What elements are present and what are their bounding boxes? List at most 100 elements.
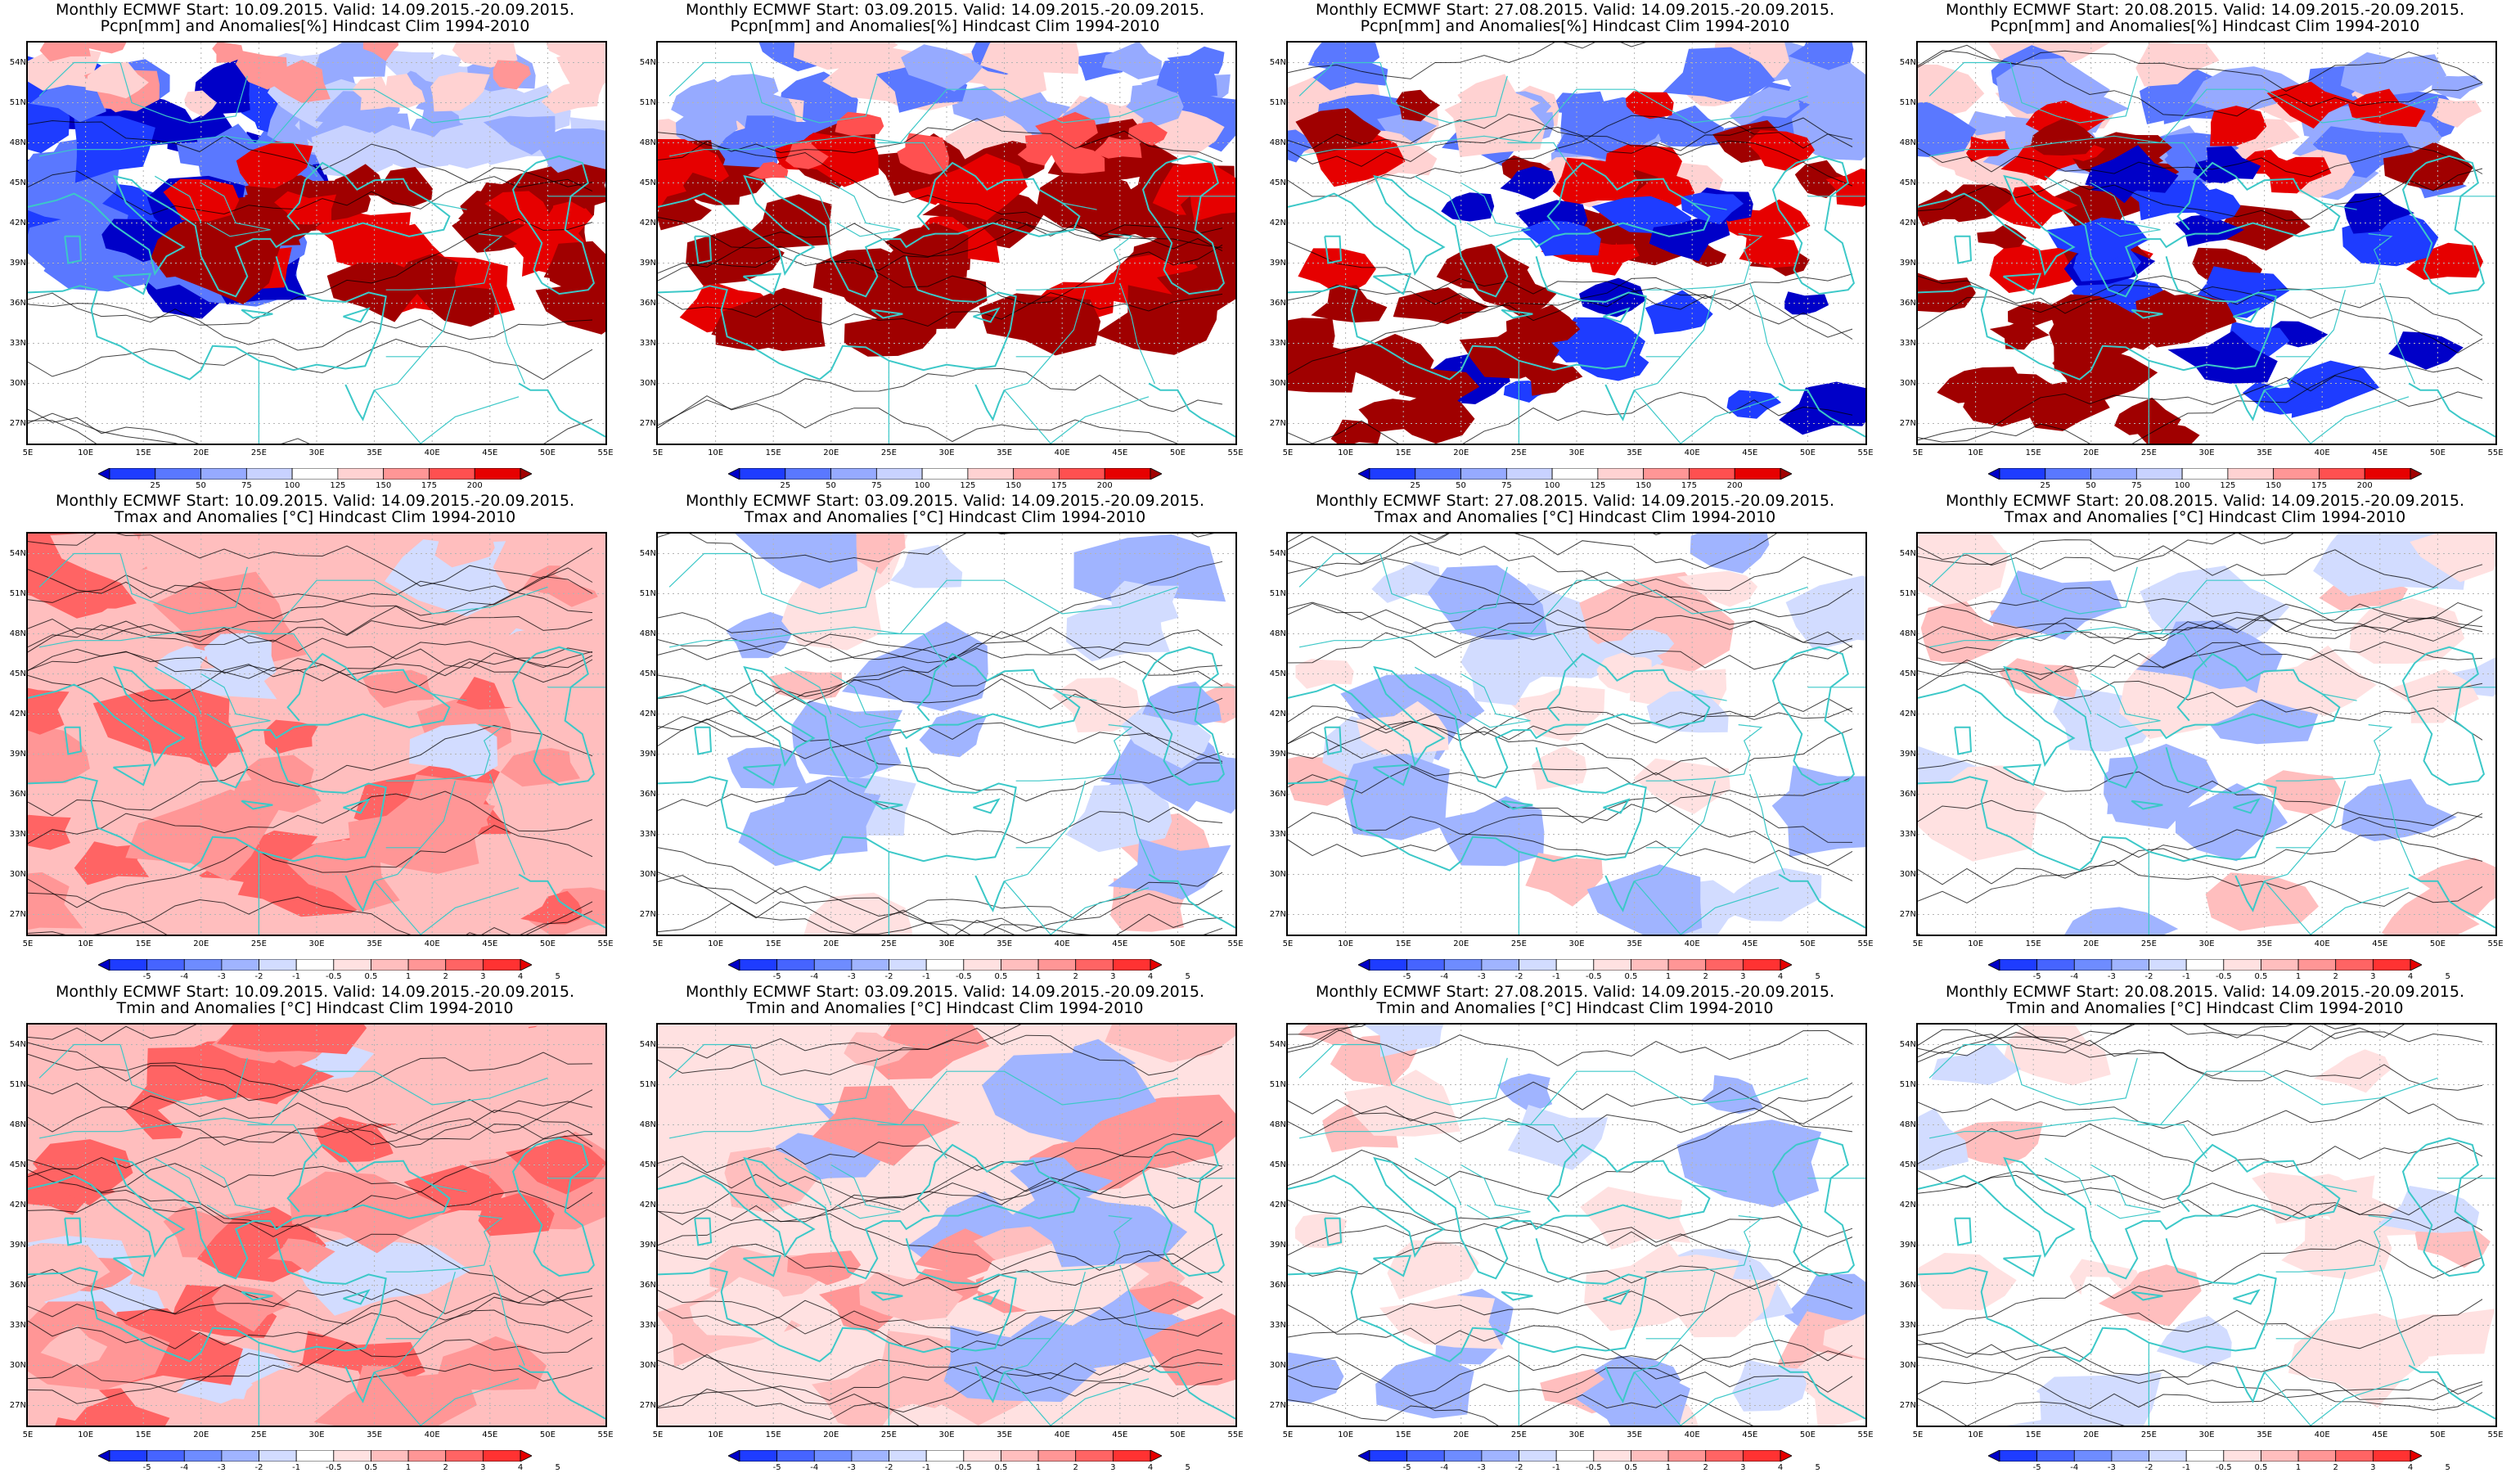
- colorbar-label: -5: [2032, 1463, 2041, 1472]
- lat-label: 36N: [639, 298, 656, 308]
- lon-label: 20E: [2083, 939, 2099, 948]
- panel-subtitle: Tmax and Anomalies [°C] Hindcast Clim 19…: [114, 508, 516, 526]
- lat-label: 36N: [1269, 298, 1286, 308]
- colorbar-swatch: [1369, 1450, 1408, 1462]
- lon-label: 30E: [1568, 1430, 1585, 1439]
- colorbar-swatch: [1555, 959, 1595, 971]
- colorbar-label: -3: [2107, 1463, 2116, 1472]
- colorbar-label: 175: [2311, 481, 2327, 490]
- lon-label: 25E: [250, 448, 267, 457]
- colorbar-swatch: [2261, 1450, 2299, 1462]
- lon-label: 5E: [652, 939, 664, 948]
- lon-label: 25E: [2140, 448, 2157, 457]
- panel-subtitle: Tmin and Anomalies [°C] Hindcast Clim 19…: [1376, 999, 1774, 1017]
- colorbar-label: 1: [2295, 972, 2302, 981]
- lat-label: 27N: [639, 1400, 656, 1410]
- lon-label: 45E: [1112, 1430, 1128, 1439]
- colorbar-label: 0.5: [1624, 972, 1638, 981]
- colorbar-swatch: [2111, 1450, 2149, 1462]
- lon-label: 10E: [1338, 1430, 1354, 1439]
- lon-label: 35E: [2257, 939, 2273, 948]
- map-frame: [656, 41, 1237, 445]
- lon-label: 55E: [597, 1430, 614, 1439]
- colorbar-label: 2: [443, 1463, 448, 1472]
- lon-label: 15E: [135, 1430, 151, 1439]
- colorbar-label: 0.5: [364, 972, 378, 981]
- lon-label: 55E: [1857, 1430, 1874, 1439]
- lon-label: 25E: [1510, 939, 1527, 948]
- precip-anomaly-colorbar: 25 50 75 100 125 150 175 200: [1358, 468, 1792, 490]
- lat-label: 33N: [1269, 829, 1286, 839]
- lon-label: 25E: [2140, 939, 2157, 948]
- colorbar-label: 100: [1544, 481, 1560, 490]
- colorbar-label: 1: [1035, 1463, 1042, 1472]
- panel-title: Monthly ECMWF Start: 10.09.2015. Valid: …: [56, 983, 574, 1001]
- lon-label: 5E: [652, 448, 664, 457]
- colorbar-min-arrow: [1358, 468, 1370, 480]
- lat-label: 33N: [1899, 829, 1916, 839]
- colorbar-swatch: [1406, 959, 1445, 971]
- lon-label: 10E: [78, 448, 94, 457]
- lon-label: 5E: [22, 448, 34, 457]
- colorbar-swatch: [333, 1450, 371, 1462]
- colorbar-swatch: [1037, 1450, 1077, 1462]
- lon-label: 20E: [823, 1430, 839, 1439]
- colorbar-swatch: [482, 959, 521, 971]
- colorbar-label: 100: [914, 481, 930, 490]
- colorbar-swatch: [2185, 959, 2225, 971]
- colorbar-swatch: [889, 959, 927, 971]
- colorbar-swatches: [98, 959, 532, 971]
- lat-label: 33N: [9, 338, 26, 348]
- colorbar-swatches: [1988, 959, 2422, 971]
- colorbar-swatch: [2372, 1450, 2411, 1462]
- colorbar-label: 150: [2266, 481, 2282, 490]
- colorbar-swatch: [291, 468, 339, 480]
- lon-label: 50E: [1799, 448, 1816, 457]
- colorbar-swatch: [830, 468, 877, 480]
- lat-label: 45N: [1899, 669, 1916, 678]
- colorbar-swatch: [776, 1450, 815, 1462]
- colorbar-label: 1: [1665, 1463, 1672, 1472]
- colorbar-label: 3: [2370, 1463, 2376, 1472]
- lat-label: 45N: [639, 1160, 656, 1169]
- colorbar-label: -3: [1477, 1463, 1486, 1472]
- colorbar-label: 5: [555, 972, 560, 981]
- colorbar-swatch: [1406, 1450, 1445, 1462]
- lon-label: 45E: [2372, 1430, 2388, 1439]
- colorbar-min-arrow: [1988, 468, 2000, 480]
- colorbar-swatch: [1481, 1450, 1519, 1462]
- colorbar-label: 3: [2370, 972, 2376, 981]
- lon-label: 55E: [1857, 939, 1874, 948]
- lat-label: 45N: [1899, 178, 1916, 187]
- colorbar-swatch: [445, 1450, 484, 1462]
- colorbar-label: -4: [1440, 972, 1449, 981]
- lat-label: 54N: [1899, 57, 1916, 67]
- colorbar-label: 25: [150, 481, 161, 490]
- colorbar-label: 125: [330, 481, 346, 490]
- lat-label: 42N: [9, 1200, 26, 1209]
- colorbar-label: 150: [1006, 481, 1022, 490]
- colorbar-swatch: [146, 959, 185, 971]
- panel-title: Monthly ECMWF Start: 10.09.2015. Valid: …: [56, 1, 574, 19]
- colorbar-swatches: [1358, 468, 1792, 480]
- colorbar-swatch: [337, 468, 385, 480]
- colorbar-swatch: [109, 959, 148, 971]
- lat-label: 39N: [9, 749, 26, 759]
- colorbar-swatch: [1734, 468, 1781, 480]
- lat-label: 51N: [9, 588, 26, 598]
- lon-label: 5E: [1912, 1430, 1924, 1439]
- colorbar-swatch: [429, 468, 475, 480]
- lat-label: 30N: [1899, 1360, 1916, 1370]
- map-frame: [1286, 532, 1867, 936]
- anomaly-map: [28, 1025, 605, 1426]
- lon-label: 40E: [1054, 448, 1070, 457]
- map-panel-r2c3: Monthly ECMWF Start: 20.08.2015. Valid: …: [1890, 982, 2520, 1473]
- colorbar-swatches: [98, 1450, 532, 1462]
- lat-label: 54N: [9, 57, 26, 67]
- temp-anomaly-colorbar: -5 -4 -3 -2 -1 -0.5 0.5 1 2 3 4 5: [728, 1450, 1190, 1472]
- colorbar-swatch: [407, 959, 447, 971]
- lon-label: 40E: [2314, 448, 2330, 457]
- lat-label: 27N: [1899, 418, 1916, 428]
- lon-label: 40E: [1054, 939, 1070, 948]
- lat-label: 48N: [1899, 137, 1916, 147]
